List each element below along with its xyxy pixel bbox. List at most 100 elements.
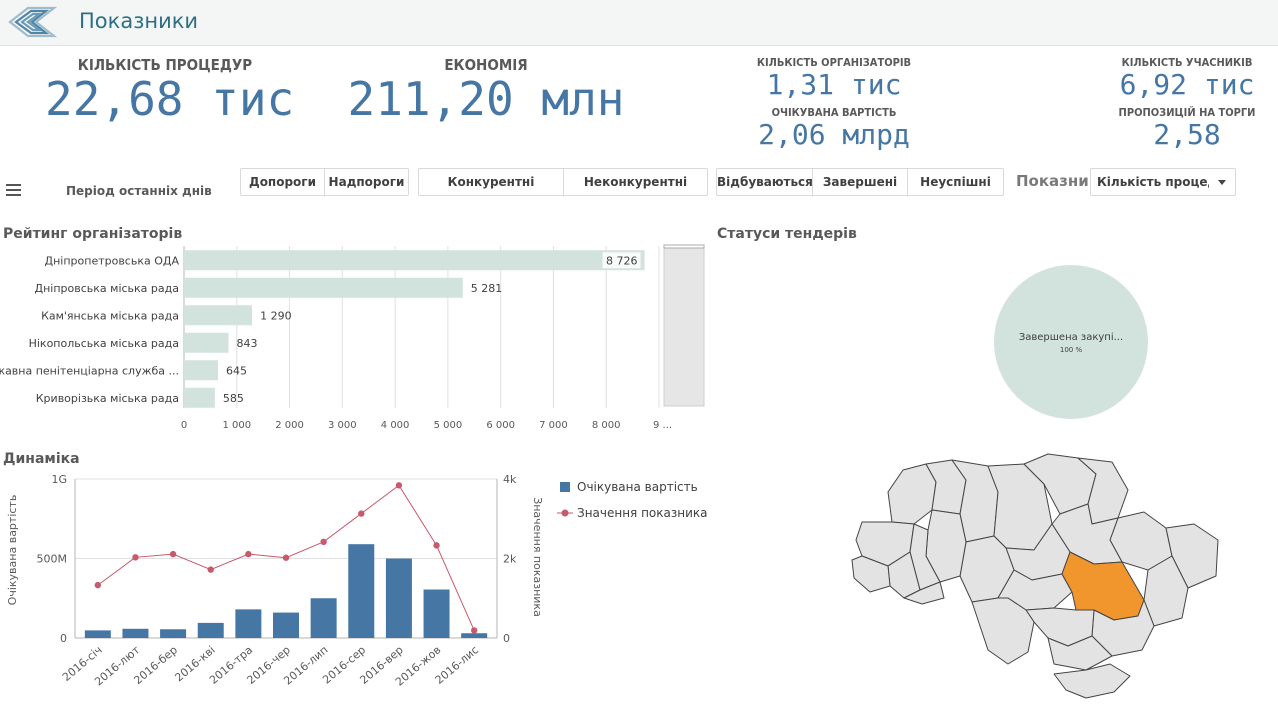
expected-cost-bar[interactable] bbox=[273, 612, 299, 638]
indicator-point[interactable] bbox=[94, 581, 102, 589]
rating-category-label[interactable]: Дніпровська міська рада bbox=[35, 282, 179, 295]
rating-category-label[interactable]: Дніпропетровська ОДА bbox=[45, 254, 180, 267]
diamond-stripes-logo-icon[interactable] bbox=[6, 4, 58, 40]
kpi-organizers-value: 1,31 тис bbox=[766, 68, 902, 101]
rating-x-tick: 9 ... bbox=[653, 420, 672, 431]
pie-slice-completed[interactable] bbox=[994, 265, 1148, 419]
filter-non-competitive[interactable]: Неконкурентні bbox=[583, 175, 688, 189]
app-title: Показники bbox=[79, 9, 199, 33]
rating-category-label[interactable]: Нікопольська міська рада bbox=[29, 337, 179, 350]
kpi-procedures-label: КІЛЬКІСТЬ ПРОЦЕДУР bbox=[77, 56, 253, 74]
rating-x-tick: 6 000 bbox=[486, 420, 515, 431]
map-region-zakarpattia[interactable] bbox=[851, 555, 891, 593]
rating-bar[interactable] bbox=[184, 360, 219, 381]
kpi-savings-label: ЕКОНОМІЯ bbox=[444, 56, 528, 74]
indicator-point[interactable] bbox=[245, 550, 252, 558]
statuses-title: Статуси тендерів bbox=[717, 226, 857, 242]
rating-bar[interactable] bbox=[184, 250, 645, 271]
legend-swatch-bar bbox=[560, 482, 570, 492]
filter-ongoing[interactable]: Відбуваються bbox=[717, 169, 813, 195]
indicator-point[interactable] bbox=[169, 550, 177, 558]
indicator-point[interactable] bbox=[433, 542, 440, 549]
legend: Очікувана вартість Значення показника bbox=[557, 480, 708, 520]
right-axis-tick: 2k bbox=[503, 553, 517, 566]
kpi-expected-cost-label: ОЧІКУВАНА ВАРТІСТЬ bbox=[771, 106, 897, 119]
indicator-point[interactable] bbox=[358, 510, 365, 517]
rating-scrollbar-thumb[interactable] bbox=[663, 244, 705, 249]
indicator-select[interactable]: Кількість процедур bbox=[1090, 168, 1236, 196]
status-filter: Відбуваються Завершені Неуспішні bbox=[716, 168, 1004, 196]
kpi-participants-label: КІЛЬКІСТЬ УЧАСНИКІВ bbox=[1121, 56, 1253, 69]
hamburger-menu-icon[interactable] bbox=[6, 184, 21, 196]
rating-bar[interactable] bbox=[184, 387, 215, 408]
rating-x-tick: 5 000 bbox=[434, 420, 463, 431]
kpi-procedures[interactable]: КІЛЬКІСТЬ ПРОЦЕДУР 22,68 тис bbox=[45, 56, 294, 124]
indicator-point[interactable] bbox=[132, 554, 139, 561]
rating-category-label[interactable]: Криворізька міська рада bbox=[36, 392, 179, 405]
rating-value-label: 1 290 bbox=[260, 309, 292, 322]
expected-cost-bar[interactable] bbox=[385, 558, 412, 639]
rating-x-tick: 3 000 bbox=[328, 420, 357, 431]
left-axis-tick: 1G bbox=[51, 473, 67, 486]
expected-cost-bar[interactable] bbox=[235, 609, 262, 638]
rating-category-label[interactable]: Державна пенітенціарна служба ... bbox=[0, 364, 179, 377]
legend-swatch-dot bbox=[561, 509, 569, 517]
filter-unsuccessful[interactable]: Неуспішні bbox=[920, 175, 991, 189]
rating-bar[interactable] bbox=[184, 277, 463, 298]
kpi-bids-value: 2,58 bbox=[1153, 118, 1221, 151]
map-region-crimea[interactable] bbox=[1053, 663, 1131, 699]
rating-value-label: 5 281 bbox=[471, 282, 503, 295]
rating-chart[interactable]: Дніпропетровська ОДА 8 726 Дніпровська міс… bbox=[0, 240, 710, 440]
filter-completed[interactable]: Завершені bbox=[813, 169, 908, 195]
kpi-savings[interactable]: ЕКОНОМІЯ 211,20 млн bbox=[346, 56, 626, 124]
kpi-bids[interactable]: ПРОПОЗИЦІЙ НА ТОРГИ 2,58 bbox=[1092, 106, 1278, 151]
legend-item-line[interactable]: Значення показника bbox=[577, 506, 708, 520]
rating-x-tick: 7 000 bbox=[539, 420, 568, 431]
kpi-organizers[interactable]: КІЛЬКІСТЬ ОРГАНІЗАТОРІВ 1,31 тис bbox=[734, 56, 934, 101]
map-region-odesa[interactable] bbox=[971, 597, 1035, 665]
kpi-expected-cost[interactable]: ОЧІКУВАНА ВАРТІСТЬ 2,06 млрд bbox=[734, 106, 934, 151]
rating-scrollbar[interactable] bbox=[663, 245, 705, 407]
expected-cost-bar[interactable] bbox=[84, 630, 111, 638]
legend-item-bar[interactable]: Очікувана вартість bbox=[577, 480, 698, 494]
rating-value-label: 645 bbox=[226, 364, 247, 377]
rating-title: Рейтинг організаторів bbox=[3, 226, 183, 242]
rating-x-tick: 8 000 bbox=[592, 420, 621, 431]
expected-cost-bar[interactable] bbox=[310, 598, 337, 638]
expected-cost-bar[interactable] bbox=[160, 629, 187, 638]
rating-value-bg bbox=[602, 252, 641, 269]
kpi-participants-value: 6,92 тис bbox=[1119, 68, 1255, 101]
rating-bar[interactable] bbox=[184, 305, 253, 326]
rating-x-tick: 4 000 bbox=[381, 420, 410, 431]
status-pie-chart[interactable]: Завершена закупі... 100 % bbox=[970, 258, 1170, 428]
indicator-point[interactable] bbox=[470, 627, 478, 634]
expected-cost-bar[interactable] bbox=[423, 589, 450, 638]
filter-below-threshold[interactable]: Допороги bbox=[241, 169, 325, 195]
expected-cost-bar[interactable] bbox=[122, 628, 149, 638]
expected-cost-bar[interactable] bbox=[461, 633, 488, 638]
indicator-point[interactable] bbox=[320, 538, 327, 546]
map-region-volyn[interactable] bbox=[887, 463, 937, 525]
expected-cost-bar[interactable] bbox=[348, 544, 375, 638]
kpi-participants[interactable]: КІЛЬКІСТЬ УЧАСНИКІВ 6,92 тис bbox=[1092, 56, 1278, 101]
left-axis-tick: 0 bbox=[60, 632, 67, 645]
chevron-down-icon bbox=[1218, 180, 1226, 185]
rating-value-label: 585 bbox=[223, 392, 244, 405]
ukraine-regions-map[interactable] bbox=[848, 452, 1228, 702]
threshold-filter: Допороги Надпороги bbox=[240, 168, 409, 196]
rating-bar[interactable] bbox=[184, 332, 229, 353]
expected-cost-bar[interactable] bbox=[197, 622, 224, 638]
rating-x-tick: 0 bbox=[181, 420, 187, 431]
left-axis-tick: 500M bbox=[37, 553, 68, 566]
rating-category-label[interactable]: Кам'янська міська рада bbox=[41, 309, 179, 322]
filter-above-threshold[interactable]: Надпороги bbox=[328, 175, 405, 189]
filter-competitive[interactable]: Конкурентні bbox=[419, 169, 564, 195]
map-region-chernivtsi[interactable] bbox=[903, 581, 945, 605]
indicator-point[interactable] bbox=[282, 554, 290, 561]
map-region-kherson[interactable] bbox=[1047, 635, 1113, 671]
period-filter-label[interactable]: Період останніх днів bbox=[66, 184, 212, 198]
kpi-bids-label: ПРОПОЗИЦІЙ НА ТОРГИ bbox=[1118, 106, 1256, 119]
indicator-point[interactable] bbox=[207, 566, 214, 573]
indicator-point[interactable] bbox=[395, 482, 403, 489]
